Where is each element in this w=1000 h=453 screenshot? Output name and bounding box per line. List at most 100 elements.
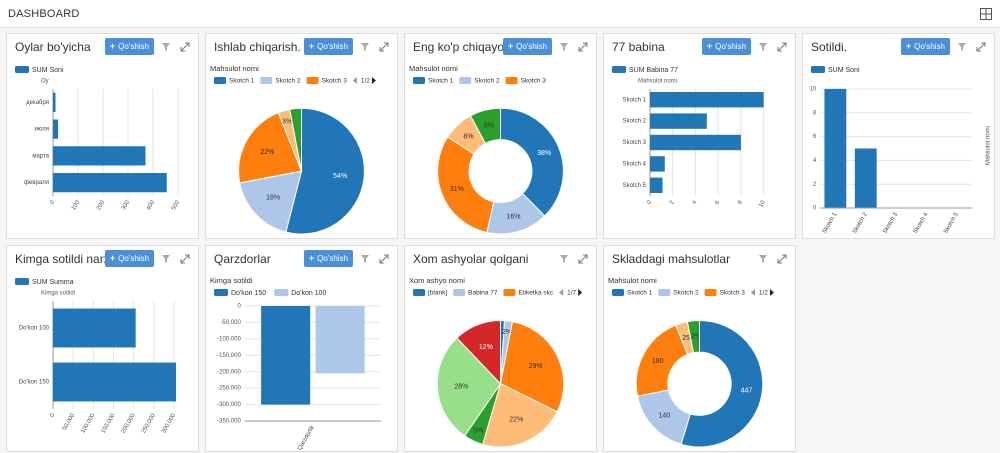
filter-icon[interactable] (560, 255, 568, 263)
add-button[interactable]: Qo'shish (303, 250, 353, 267)
y-tick-label: Skotch 5 (623, 183, 647, 189)
layout-icon[interactable] (980, 8, 992, 20)
data-label: 2% (502, 329, 512, 336)
pager-prev[interactable] (559, 289, 564, 296)
slice (238, 112, 303, 184)
bar (650, 134, 741, 151)
expand-icon[interactable] (578, 42, 588, 52)
widget-icons (162, 254, 190, 264)
pager-next[interactable] (371, 77, 376, 84)
x-tick-label: Skotch 2 (852, 211, 869, 235)
chart: Mahsulot nomi Skotch 1 Skotch 2 Skotch 3 38%… (409, 64, 564, 235)
add-button[interactable]: Qo'shish (104, 250, 154, 267)
dashboard-title: DASHBOARD (8, 8, 80, 20)
filter-icon[interactable] (759, 255, 767, 263)
expand-arrow (384, 254, 389, 259)
x-tick-label: 0 (49, 199, 56, 205)
pager-label: 1/2 (759, 290, 768, 297)
add-button[interactable]: Qo'shish (303, 38, 353, 55)
expand-arrow (180, 47, 185, 52)
y-tick-label: 4 (813, 158, 817, 164)
expand-arrow (782, 42, 787, 47)
data-label: 16% (507, 213, 521, 220)
expand-arrow (379, 259, 384, 264)
add-button[interactable]: Qo'shish (701, 38, 751, 55)
bar (650, 177, 663, 194)
legend-swatch (260, 77, 273, 84)
bar (53, 119, 58, 139)
legend-label: Skotch 3 (720, 290, 746, 297)
pager-prev[interactable] (750, 289, 755, 296)
filter-icon[interactable] (560, 43, 568, 51)
legend-label: Babina 77 (468, 290, 498, 297)
legend-swatch (214, 77, 226, 84)
slice (285, 107, 365, 235)
x-tick-label: Skotch 1 (822, 211, 839, 235)
filter-icon[interactable] (162, 43, 170, 51)
add-button[interactable]: Qo'shish (900, 38, 950, 55)
y-tick-label: Skotch 3 (623, 140, 647, 146)
add-button[interactable]: Qo'shish (104, 38, 154, 55)
widget: Eng ko'p chiqayotganQo'shish Mahsulot nom… (404, 33, 597, 239)
slice (289, 107, 302, 172)
x-tick-label: 100 (71, 199, 82, 211)
expand-icon[interactable] (777, 254, 787, 264)
expand-line (578, 254, 588, 264)
add-button[interactable]: Qo'shish (502, 38, 552, 55)
expand-arrow (583, 42, 588, 47)
x-tick-label: 250,000 (141, 412, 157, 434)
pager-next[interactable] (769, 289, 774, 296)
pager-prev[interactable] (352, 77, 357, 84)
y-tick-label: февраля (24, 180, 49, 186)
y-tick-label: -100,000 (217, 336, 241, 342)
y-tick-label: июля (35, 127, 49, 133)
widget-title: 77 babina (612, 40, 665, 54)
bar (650, 91, 764, 108)
top-bar: DASHBOARD (0, 0, 1000, 28)
legend-swatch (503, 289, 516, 296)
filter-icon[interactable] (361, 255, 369, 263)
slice (456, 319, 501, 385)
filter-icon[interactable] (361, 43, 369, 51)
widget-title: Kimga sotildi narxi (15, 252, 113, 266)
expand-icon[interactable] (379, 254, 389, 264)
filter-icon[interactable] (162, 255, 170, 263)
legend-swatch (612, 289, 624, 296)
expand-icon[interactable] (976, 42, 986, 52)
slice (499, 321, 565, 413)
widget-title: Xom ashyolar qolgani (413, 252, 529, 266)
x-tick-label: Qarzdorlik (297, 424, 316, 451)
widget: Qarzdorlar Qo'shish Kimga sotildi Do'kon 15… (205, 245, 398, 452)
filter-icon[interactable] (958, 43, 966, 51)
expand-arrow (583, 254, 588, 259)
legend-swatch (704, 289, 717, 296)
subtitle: Xom ashyo nomi (409, 276, 465, 285)
filter-icon[interactable] (759, 43, 767, 51)
expand-arrow (379, 47, 384, 52)
pager-next[interactable] (578, 289, 583, 296)
x-tick-label: 10 (758, 199, 767, 208)
axis-title: Mahsulot nomi (638, 79, 677, 85)
chart: Kimga sotildi Do'kon 150 Do'kon 100 0 -50,00… (210, 276, 381, 451)
chart: Xom ashyo nomi [blank] Babina 77 Etiketka s… (409, 276, 583, 448)
expand-icon[interactable] (777, 42, 787, 52)
expand-icon[interactable] (180, 42, 190, 52)
legend-label: Do'kon 150 (231, 290, 266, 297)
bar (53, 146, 146, 166)
widget-icons (560, 42, 588, 52)
x-tick-label: 300,000 (161, 412, 177, 434)
data-label: 3% (282, 118, 292, 125)
expand-icon[interactable] (379, 42, 389, 52)
widget-icons (958, 42, 986, 52)
expand-icon[interactable] (578, 254, 588, 264)
subtitle: Mahsulot nomi (409, 64, 458, 73)
expand-icon[interactable] (180, 254, 190, 264)
subtitle: Kimga sotildi (210, 276, 253, 285)
axis-title: Mahsulot nomi (986, 126, 992, 165)
legend-label: SUM Summa (32, 279, 74, 286)
legend-swatch (505, 77, 518, 84)
y-tick-label: -350,000 (217, 419, 241, 425)
y-tick-label: 10 (810, 87, 817, 93)
data-label: 8% (463, 133, 473, 140)
